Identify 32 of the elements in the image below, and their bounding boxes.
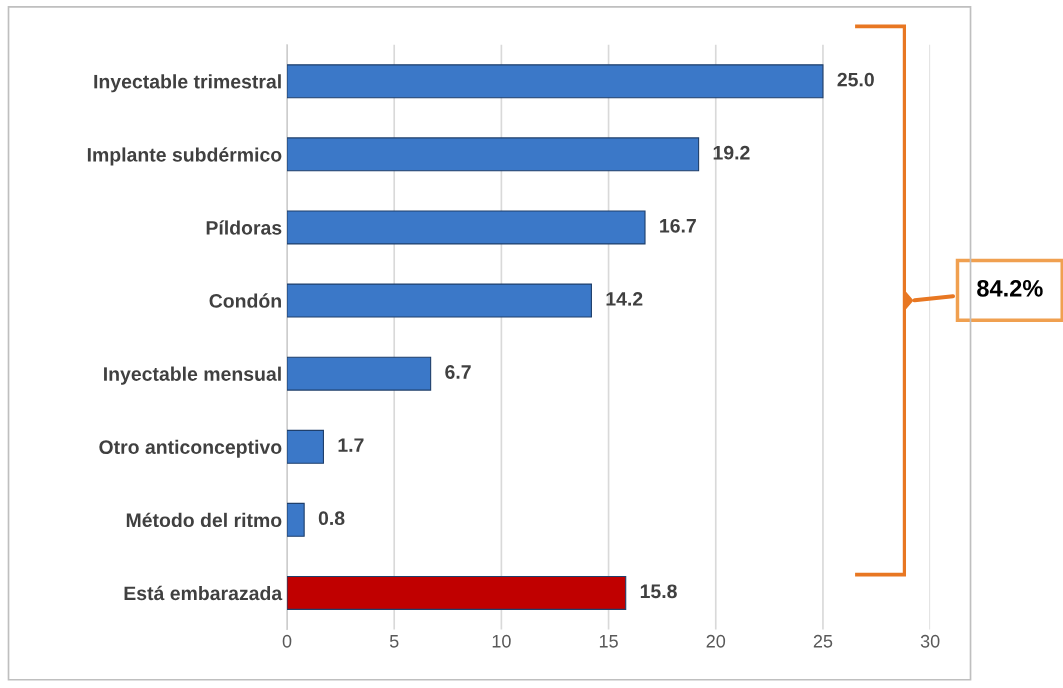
data-label: 25.0 — [837, 72, 874, 87]
y-tick-label: Otro anticonceptivo — [99, 439, 282, 458]
x-tick-label: 15 — [599, 635, 618, 648]
y-tick-label: Implante subdérmico — [87, 147, 282, 166]
data-label: 15.8 — [640, 584, 677, 599]
y-tick-label: Está embarazada — [124, 585, 283, 601]
bar — [287, 64, 824, 99]
bar — [287, 283, 592, 318]
y-tick-label: Condón — [209, 293, 281, 308]
x-tick-label: 5 — [389, 635, 399, 648]
data-label: 0.8 — [318, 511, 345, 526]
y-tick-label: Inyectable trimestral — [94, 74, 281, 93]
bar — [287, 502, 305, 537]
bar — [287, 137, 700, 172]
data-label: 6.7 — [445, 365, 471, 379]
text: 84.2% — [977, 279, 1043, 297]
data-label: 16.7 — [660, 218, 696, 233]
bar — [287, 356, 432, 391]
y-tick-label: Píldoras — [206, 220, 282, 235]
bar — [287, 210, 646, 245]
bar — [287, 429, 325, 464]
x-tick-label: 30 — [920, 634, 940, 648]
x-tick-label: 25 — [813, 634, 833, 648]
x-tick-label: 10 — [492, 634, 511, 648]
x-tick-label: 0 — [282, 634, 292, 648]
x-tick-label: 20 — [706, 634, 726, 648]
data-label: 19.2 — [713, 145, 750, 160]
y-tick-label: Inyectable mensual — [104, 366, 281, 385]
bar — [287, 575, 627, 610]
data-label: 14.2 — [606, 292, 643, 306]
y-tick-label: Método del ritmo — [126, 512, 282, 528]
data-label: 1.7 — [338, 438, 364, 452]
